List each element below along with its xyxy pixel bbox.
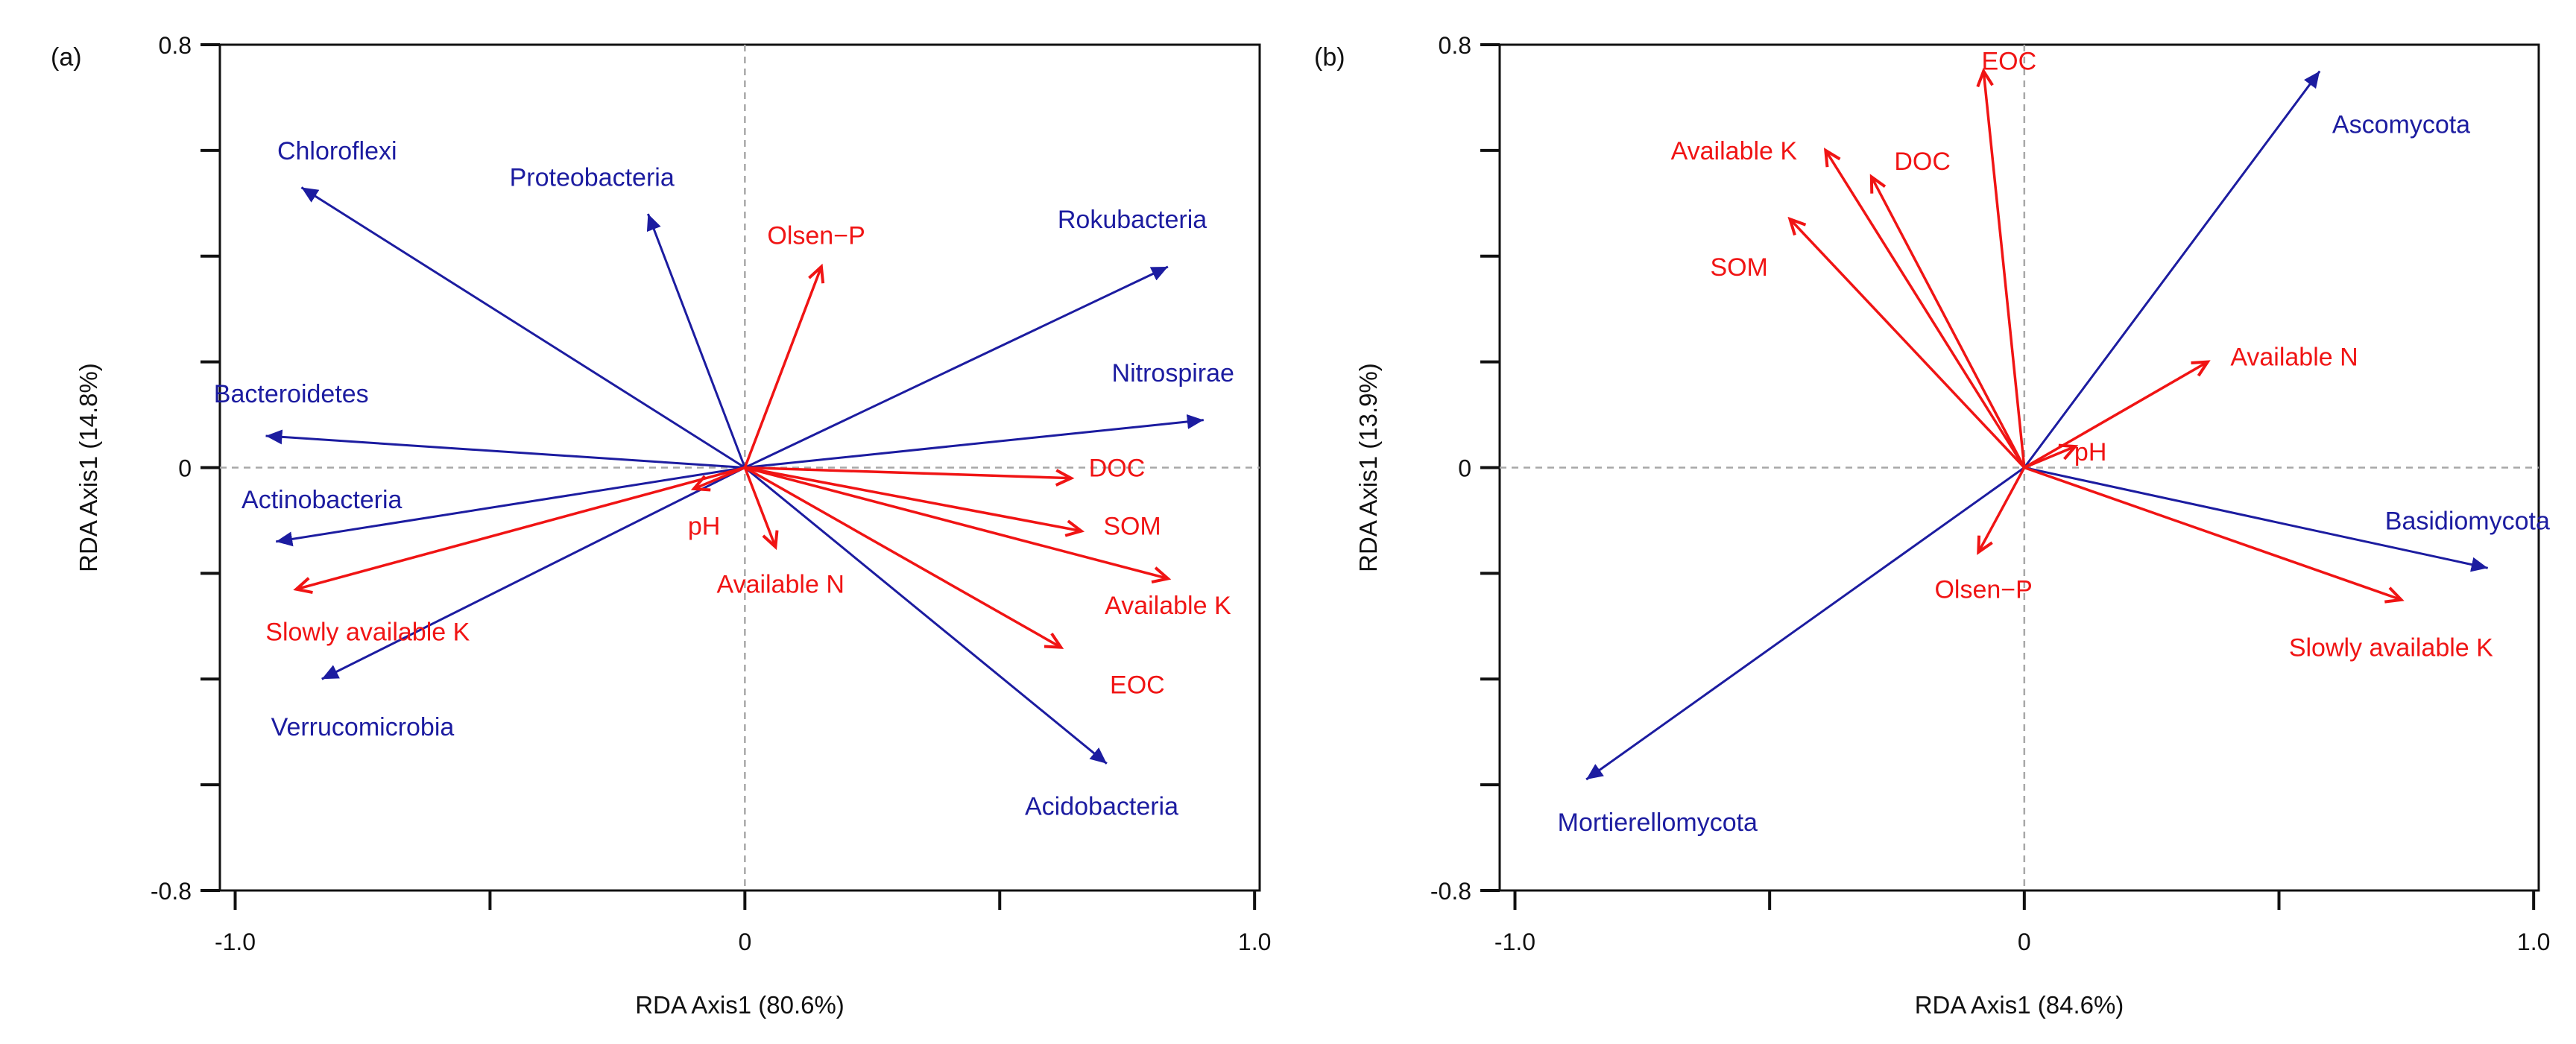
env-arrow-olsen-p — [1977, 466, 2026, 555]
species-label-verrucomicrobia: Verrucomicrobia — [271, 713, 455, 741]
y-tick-label: -0.8 — [1430, 878, 1471, 905]
species-arrow-basidiomycota — [2024, 466, 2488, 572]
species-arrow-mortierellomycota — [1585, 466, 2025, 781]
x-tick-label: 0 — [738, 928, 751, 955]
species-arrow-rokubacteria — [744, 265, 1169, 469]
env-arrow-available-n — [743, 466, 779, 551]
env-label-som: SOM — [1710, 253, 1767, 282]
species-label-acidobacteria: Acidobacteria — [1025, 793, 1178, 821]
species-arrow-nitrospirae — [745, 414, 1204, 469]
env-label-doc: DOC — [1894, 148, 1951, 176]
x-axis-title: RDA Axis1 (84.6%) — [1915, 991, 2124, 1019]
species-label-actinobacteria: Actinobacteria — [242, 486, 402, 514]
y-tick-label: -0.8 — [151, 878, 192, 905]
panel-b: (b) -1.0 0 1.0 -0.8 0 0.8 RDA Axis1 (84.6%) RDA … — [1314, 32, 2550, 1019]
env-label-eoc: EOC — [1110, 671, 1165, 699]
y-tick-label: 0.8 — [159, 32, 192, 59]
species-arrow-ascomycota — [2023, 70, 2321, 469]
panel-label: (b) — [1314, 43, 1345, 72]
species-label-mortierellomycota: Mortierellomycota — [1558, 809, 1758, 837]
species-arrow-actinobacteria — [275, 466, 745, 547]
x-tick-label: 0 — [2018, 928, 2031, 955]
x-axis-title: RDA Axis1 (80.6%) — [635, 991, 845, 1019]
env-arrow-available-n — [2023, 360, 2211, 469]
env-label-available-k: Available K — [1105, 592, 1231, 620]
env-arrow-slowly-available-k — [293, 466, 745, 595]
env-arrow-doc — [1869, 174, 2026, 469]
y-tick-label: 0 — [178, 455, 192, 482]
x-tick-label: 1.0 — [1238, 928, 1271, 955]
species-label-rokubacteria: Rokubacteria — [1058, 206, 1207, 234]
species-label-proteobacteria: Proteobacteria — [510, 163, 675, 192]
env-arrow-available-k — [1823, 148, 2026, 469]
env-label-som: SOM — [1103, 513, 1161, 541]
species-arrow-bacteroidetes — [265, 429, 745, 469]
x-tick-label: -1.0 — [215, 928, 256, 955]
species-label-ascomycota: Ascomycota — [2332, 110, 2470, 139]
env-label-olsen-p: Olsen−P — [767, 221, 865, 250]
env-arrow-som — [1787, 216, 2026, 469]
y-axis-title: RDA Axis1 (13.9%) — [1354, 363, 1382, 572]
species-arrow-verrucomicrobia — [321, 466, 746, 680]
species-label-chloroflexi: Chloroflexi — [277, 137, 397, 165]
env-label-ph: pH — [2074, 438, 2106, 466]
env-arrow-ph — [2024, 443, 2079, 469]
species-label-nitrospirae: Nitrospirae — [1112, 359, 1234, 387]
species-label-basidiomycota: Basidiomycota — [2385, 507, 2550, 535]
x-tick-label: 1.0 — [2517, 928, 2550, 955]
env-arrow-doc — [745, 466, 1075, 487]
env-arrow-eoc — [744, 466, 1064, 649]
species-arrow-proteobacteria — [646, 213, 746, 469]
panel-label: (a) — [51, 43, 82, 72]
env-label-doc: DOC — [1089, 455, 1146, 483]
env-label-available-n: Available N — [2230, 344, 2358, 372]
y-axis-title: RDA Axis1 (14.8%) — [75, 363, 102, 572]
species-arrow-acidobacteria — [744, 466, 1108, 765]
env-arrow-olsen-p — [743, 263, 825, 469]
x-tick-label: -1.0 — [1494, 928, 1535, 955]
species-arrow-chloroflexi — [300, 186, 746, 469]
y-tick-label: 0 — [1458, 455, 1471, 482]
env-label-slowly-available-k: Slowly available K — [265, 618, 470, 646]
env-label-slowly-available-k: Slowly available K — [2289, 634, 2493, 662]
env-arrow-eoc — [1976, 68, 2026, 468]
env-label-eoc: EOC — [1981, 47, 2036, 75]
panel-a: (a) -1.0 0 1.0 -0.8 0 0.8 RDA Axis1 (80.6%) RDA … — [51, 32, 1271, 1019]
env-arrow-slowly-available-k — [2024, 466, 2405, 604]
env-label-available-n: Available N — [717, 571, 845, 599]
env-label-available-k: Available K — [1671, 137, 1798, 165]
env-arrow-som — [745, 466, 1085, 537]
env-label-olsen-p: Olsen−P — [1934, 576, 2032, 604]
species-label-bacteroidetes: Bacteroidetes — [214, 380, 369, 408]
env-arrow-available-k — [744, 466, 1172, 584]
y-tick-label: 0.8 — [1439, 32, 1471, 59]
env-label-ph: pH — [688, 513, 720, 541]
